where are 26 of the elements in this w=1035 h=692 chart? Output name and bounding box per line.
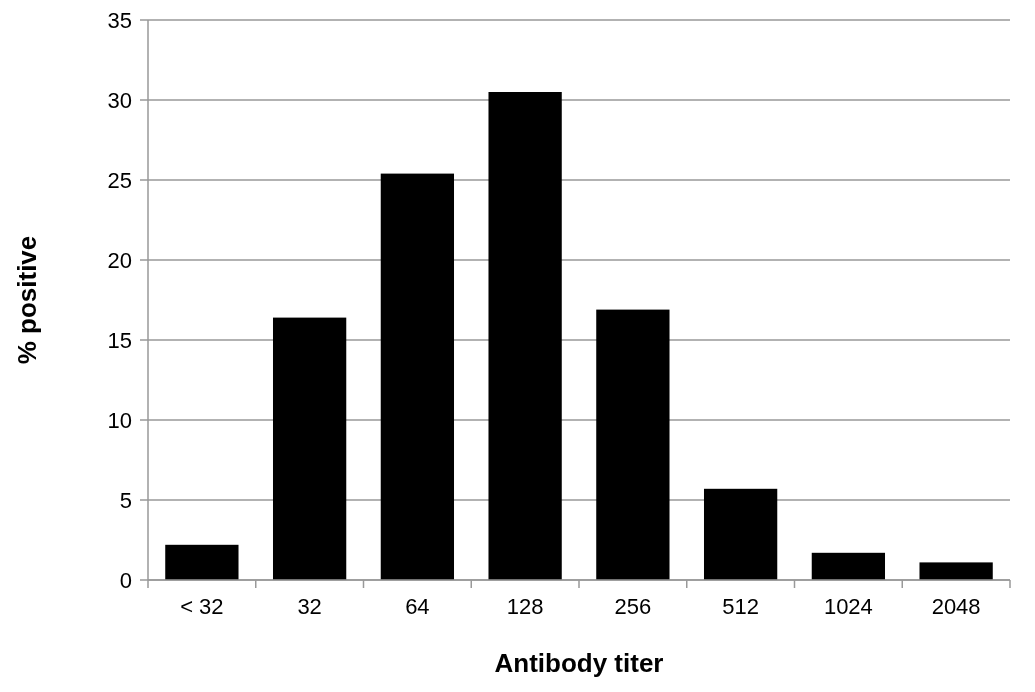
x-tick-label: < 32 <box>180 594 224 619</box>
x-tick-label: 64 <box>405 594 430 619</box>
x-tick-label: 32 <box>297 594 322 619</box>
y-tick-label: 0 <box>119 567 132 593</box>
x-tick-label: 128 <box>506 594 544 619</box>
bar <box>380 173 455 580</box>
bar <box>596 309 670 580</box>
x-axis-title: Antibody titer <box>494 648 664 678</box>
y-tick-label: 30 <box>107 87 132 113</box>
bar <box>272 317 347 580</box>
y-tick-label: 35 <box>107 7 132 33</box>
y-tick-label: 20 <box>107 247 132 273</box>
bar <box>811 552 886 580</box>
bar <box>488 92 562 580</box>
bar <box>919 562 993 580</box>
y-tick-label: 5 <box>119 487 132 513</box>
x-tick-label: 512 <box>722 594 759 619</box>
bar <box>165 544 239 580</box>
y-axis-title: % positive <box>12 235 42 365</box>
bar <box>703 488 778 580</box>
x-tick-label: 1024 <box>823 594 873 619</box>
x-tick-label: 2048 <box>931 594 981 619</box>
x-tick-label: 256 <box>614 594 652 619</box>
y-tick-label: 25 <box>107 167 132 193</box>
y-tick-label: 10 <box>107 407 132 433</box>
y-tick-label: 15 <box>107 327 132 353</box>
